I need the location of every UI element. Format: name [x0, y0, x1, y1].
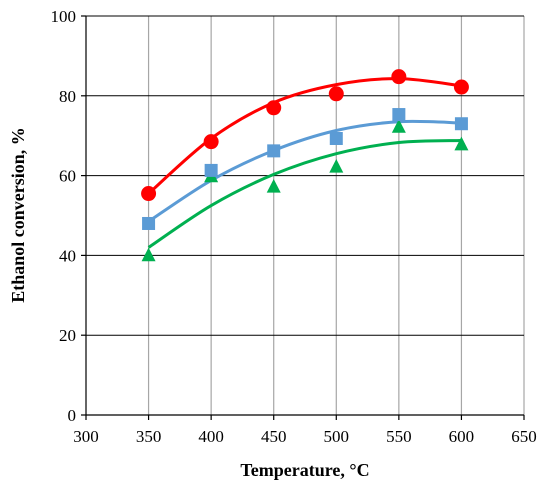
- marker-red-450: [266, 100, 282, 116]
- marker-green-550: [391, 119, 406, 133]
- marker-blue-350: [142, 216, 156, 230]
- y-tick-label-60: 60: [59, 167, 76, 186]
- trendline-blue: [147, 119, 462, 223]
- x-axis-title: Temperature, °C: [240, 460, 369, 480]
- y-tick-label-100: 100: [51, 7, 77, 26]
- x-tick-label-300: 300: [73, 427, 99, 446]
- trendlines: [147, 77, 462, 249]
- axes: [81, 15, 525, 420]
- markers: [141, 69, 469, 262]
- x-tick-label-650: 650: [511, 427, 537, 446]
- x-tick-label-350: 350: [136, 427, 162, 446]
- x-tick-label-600: 600: [449, 427, 475, 446]
- marker-green-500: [329, 159, 344, 173]
- trendline-green: [147, 138, 462, 249]
- marker-green-450: [266, 178, 281, 193]
- marker-red-600: [453, 79, 469, 95]
- y-tick-label-0: 0: [68, 406, 77, 425]
- y-tick-label-20: 20: [59, 326, 76, 345]
- marker-blue-500: [329, 131, 343, 145]
- marker-red-400: [203, 134, 219, 150]
- x-tick-label-450: 450: [261, 427, 287, 446]
- y-tick-label-80: 80: [59, 87, 76, 106]
- y-tick-label-40: 40: [59, 246, 76, 265]
- gridlines: [86, 15, 525, 415]
- x-tick-label-500: 500: [324, 427, 350, 446]
- marker-red-350: [141, 186, 157, 202]
- marker-red-500: [328, 86, 344, 102]
- marker-green-600: [454, 136, 469, 151]
- marker-blue-400: [204, 163, 218, 177]
- x-tick-label-550: 550: [386, 427, 412, 446]
- marker-blue-450: [267, 144, 281, 158]
- marker-red-550: [391, 69, 407, 85]
- marker-blue-550: [392, 108, 406, 122]
- y-axis-title: Ethanol conversion, %: [8, 127, 28, 303]
- marker-green-350: [141, 247, 156, 262]
- marker-blue-600: [454, 117, 468, 131]
- tick-labels: 300 350 400 450 500 550 600 650 0 20 40 60 80 100: [51, 7, 537, 446]
- x-tick-label-400: 400: [198, 427, 224, 446]
